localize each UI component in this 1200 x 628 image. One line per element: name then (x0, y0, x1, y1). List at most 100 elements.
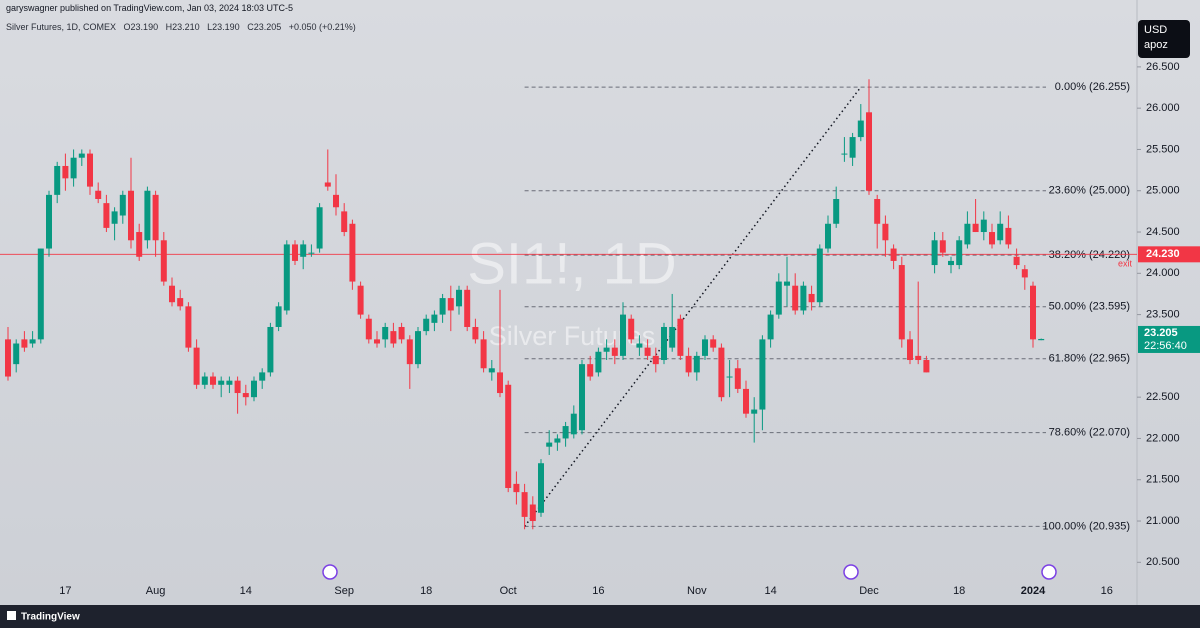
candle-body (603, 347, 610, 352)
candle-body (119, 194, 126, 216)
candle-body (529, 504, 536, 522)
candle-body (5, 339, 11, 377)
candle-body (87, 153, 93, 187)
candle-body (652, 355, 659, 365)
y-tick-label: 22.000 (1146, 432, 1180, 444)
candle-body (743, 388, 749, 414)
x-tick-label: 17 (59, 585, 71, 597)
candle-body (570, 413, 577, 435)
candle-body (226, 380, 233, 385)
y-tick-label: 26.000 (1146, 102, 1180, 114)
event-icons (322, 564, 1057, 580)
candle-body (882, 223, 889, 241)
footer-brand: TradingView (21, 612, 80, 623)
candle-body (267, 326, 274, 373)
candle-body (628, 318, 635, 340)
x-tick-label: Nov (687, 585, 707, 597)
candle-body (365, 318, 372, 340)
legend-line: Silver Futures, 1D, COMEX O23.190 H23.21… (6, 22, 361, 32)
publisher-line: garyswagner published on TradingView.com… (6, 3, 294, 13)
candle-body (849, 137, 856, 158)
candle-body (726, 376, 733, 378)
candle-body (710, 339, 717, 348)
footer-bar (0, 605, 1200, 628)
candle-body (767, 314, 774, 340)
candle-body (185, 306, 192, 348)
candle-body (21, 339, 28, 348)
candle-body (333, 194, 339, 208)
candle-body (160, 240, 167, 282)
candle-body (480, 339, 487, 369)
alert-price-label: 24.230 (1146, 248, 1180, 260)
candle-body (751, 409, 758, 414)
y-tick-label: 22.500 (1146, 391, 1180, 403)
candle-body (275, 306, 282, 327)
y-tick-label: 20.500 (1146, 556, 1180, 568)
candle-body (595, 351, 602, 373)
y-tick-label: 26.500 (1146, 61, 1180, 73)
candle-body (956, 240, 963, 266)
candle-body (931, 240, 938, 266)
fib-label: 23.60% (25.000) (1049, 185, 1130, 197)
candle-body (193, 347, 200, 385)
candle-body (636, 343, 643, 348)
candle-body (792, 285, 799, 311)
candle-body (382, 326, 389, 340)
candle-body (1013, 256, 1020, 266)
symbol-watermark: SI1!, 1D (467, 231, 677, 296)
countdown-label: 22:56:40 (1144, 340, 1187, 352)
candle-body (37, 248, 44, 340)
current-price-box (1138, 325, 1200, 353)
candle-body (833, 198, 840, 224)
candle-body (857, 120, 864, 138)
candle-body (972, 223, 979, 233)
candle-body (964, 223, 971, 245)
candle-body (201, 376, 208, 385)
candle-body (29, 339, 36, 344)
candle-body (177, 298, 184, 307)
currency: USD (1144, 24, 1168, 36)
candle-body (734, 368, 741, 389)
y-tick-label: 24.500 (1146, 226, 1180, 238)
alert-note: exit (1118, 259, 1133, 269)
candle-body (316, 207, 323, 249)
candle-body (152, 194, 159, 241)
x-tick-label: Oct (500, 585, 517, 597)
candle-body (136, 232, 143, 257)
candle-body (349, 223, 356, 282)
candle-body (390, 331, 397, 344)
x-tick-label: 16 (1101, 585, 1113, 597)
candle-body (702, 339, 708, 356)
candle-body (398, 326, 405, 340)
unit: apoz (1144, 39, 1168, 51)
ohlc-open: O23.190 (123, 22, 159, 32)
candle-body (980, 219, 987, 233)
instrument: Silver Futures, 1D, COMEX (6, 22, 117, 32)
candle-body (611, 347, 618, 356)
y-tick-label: 25.000 (1146, 185, 1180, 197)
candle-body (661, 326, 667, 361)
x-tick-label: 16 (592, 585, 604, 597)
candle-body (406, 339, 413, 365)
candle-body (505, 384, 512, 488)
candle-body (292, 244, 298, 261)
candle-body (144, 190, 151, 241)
y-tick-label: 23.500 (1146, 309, 1180, 321)
candle-body (546, 442, 553, 447)
candle-body (890, 248, 897, 261)
candle-body (907, 339, 913, 361)
candle-body (677, 318, 684, 356)
currency-badge[interactable]: USD apoz (1138, 20, 1190, 58)
candle-body (759, 339, 766, 410)
candle-body (111, 211, 118, 224)
candle-body (800, 285, 807, 311)
candle-body (620, 314, 626, 356)
candle-body (997, 223, 1004, 241)
candle-body (283, 244, 290, 311)
candle-body (488, 368, 495, 373)
candle-body (808, 293, 815, 303)
candle-body (308, 252, 315, 254)
fib-label: 78.60% (22.070) (1049, 427, 1130, 439)
candle-body (374, 339, 380, 344)
candle-body (456, 289, 462, 307)
